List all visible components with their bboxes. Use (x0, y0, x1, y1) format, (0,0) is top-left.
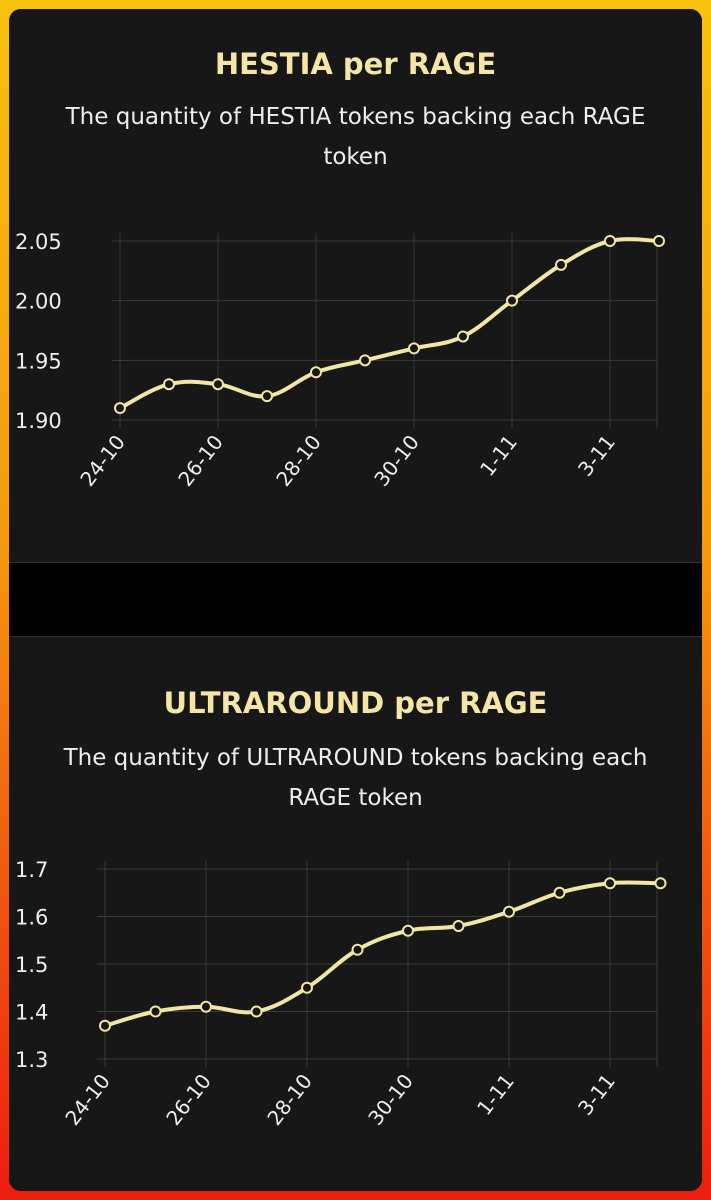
y-tick-label: 1.90 (15, 409, 62, 433)
y-tick-label: 2.05 (15, 230, 62, 254)
data-point (99, 1019, 111, 1032)
data-point (402, 924, 414, 937)
x-tick-label: 24-10 (75, 430, 130, 491)
chart-subtitle: The quantity of ULTRAROUND tokens backin… (63, 745, 648, 811)
data-point (555, 258, 567, 271)
x-tick-label: 30-10 (369, 430, 424, 491)
series-line (119, 237, 660, 410)
x-tick-label: 26-10 (161, 1069, 216, 1130)
chart-subtitle: The quantity of HESTIA tokens backing ea… (65, 104, 646, 170)
data-point (506, 294, 518, 307)
data-point (200, 1000, 212, 1013)
y-tick-label: 1.5 (15, 953, 48, 977)
data-point (553, 886, 566, 899)
y-tick-label: 1.95 (15, 349, 62, 373)
y-tick-label: 1.7 (15, 858, 48, 882)
data-point (149, 1005, 162, 1018)
x-tick-label: 3-11 (573, 430, 620, 481)
data-point (653, 235, 665, 247)
chart-frame: HESTIA per RAGE The quantity of HESTIA t… (9, 9, 702, 1191)
data-point (250, 1005, 263, 1018)
x-tick-label: 1-11 (475, 430, 522, 481)
chart-title: HESTIA per RAGE (214, 47, 497, 81)
data-point (351, 943, 364, 956)
chart-title: ULTRAROUND per RAGE (163, 686, 548, 720)
ultraround-line-chart: 1.3 1.4 1.5 1.6 1.7 24-10 26-10 28-10 30-10 1-11 3… (15, 858, 667, 1130)
x-tick-label: 28-10 (271, 430, 326, 491)
y-tick-label: 1.4 (15, 1001, 48, 1025)
x-tick-label: 30-10 (363, 1069, 418, 1130)
x-tick-label: 26-10 (173, 430, 228, 491)
x-tick-label: 3-11 (573, 1069, 620, 1120)
x-tick-label: 1-11 (472, 1069, 519, 1120)
y-tick-label: 1.3 (15, 1048, 48, 1072)
data-point (114, 402, 126, 415)
data-point (261, 390, 273, 403)
data-point (310, 366, 322, 379)
hestia-line-chart: 1.90 1.95 2.00 2.05 24-10 26-10 28-10 30-10 1-11… (15, 230, 665, 491)
x-tick-label: 24-10 (60, 1069, 115, 1130)
data-point (408, 342, 420, 355)
hestia-chart-card: HESTIA per RAGE The quantity of HESTIA t… (9, 9, 702, 563)
x-tick-label: 28-10 (262, 1069, 317, 1130)
data-point (163, 378, 175, 391)
y-tick-label: 2.00 (15, 290, 62, 314)
y-tick-label: 1.6 (15, 906, 48, 930)
data-point (654, 877, 667, 890)
data-point (359, 354, 371, 367)
data-point (452, 920, 465, 932)
data-point (604, 235, 616, 247)
data-point (301, 981, 313, 994)
data-point (604, 877, 616, 890)
data-point (503, 905, 515, 918)
data-point (457, 330, 469, 343)
series-line (104, 880, 661, 1028)
ultraround-chart-card: ULTRAROUND per RAGE The quantity of ULTR… (9, 636, 702, 1191)
data-point (212, 378, 224, 391)
